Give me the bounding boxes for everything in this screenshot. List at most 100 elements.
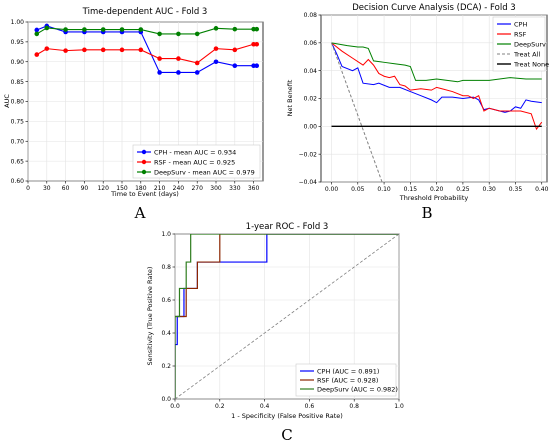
x-tick-label: 0.40: [535, 186, 549, 193]
chart-auc-xlabel: Time to Event (days): [110, 190, 179, 198]
chart-auc-ylabel: AUC: [3, 94, 11, 108]
x-tick-label: 0.05: [351, 186, 365, 193]
x-tick-label: 0.30: [483, 186, 497, 193]
chart-roc-ylabel: Sensitivity (True Positive Rate): [146, 267, 154, 366]
y-tick-label: 0.02: [304, 96, 318, 103]
y-tick-label: 0.08: [304, 12, 318, 19]
chart-auc-series: [34, 23, 260, 75]
series-point-1: [194, 60, 200, 66]
chart-roc-title: 1-year ROC - Fold 3: [246, 222, 329, 232]
series-point-1: [232, 47, 238, 53]
y-tick-label: 0.70: [11, 138, 25, 145]
series-point-2: [100, 27, 106, 32]
x-tick-label: 0.8: [349, 403, 359, 410]
y-tick-label: 0.0: [161, 396, 171, 403]
x-tick-label: 120: [97, 185, 109, 192]
x-tick-label: 1.0: [394, 403, 404, 410]
chart-roc-legend: CPH (AUC = 0.891) RSF (AUC = 0.928) Deep…: [295, 363, 398, 397]
chart-dca-ylabel: Net Benefit: [286, 79, 294, 116]
series-point-1: [63, 48, 68, 53]
series-point-1: [254, 41, 260, 47]
series-point-0: [254, 63, 260, 69]
chart-auc-legend-box: [132, 144, 261, 179]
chart-auc-legend: CPH - mean AUC = 0.934 RSF - mean AUC = …: [132, 144, 261, 179]
x-tick-label: 0.2: [215, 403, 225, 410]
series-point-1: [157, 56, 162, 61]
y-tick-label: 0.6: [161, 297, 171, 304]
chart-dca-panel: Decision Curve Analysis (DCA) - Fold 3 T…: [286, 3, 549, 202]
y-tick-label: 0.65: [11, 158, 25, 165]
series-point-0: [232, 63, 238, 69]
chart-roc-series: [175, 234, 399, 399]
series-line-1: [36, 43, 257, 64]
x-tick-label: 60: [62, 185, 70, 192]
legend-label-roc-rsf: RSF (AUC = 0.928): [317, 377, 378, 385]
caption-b: B: [421, 204, 432, 222]
series-point-1: [82, 47, 87, 53]
legend-marker-deepsurv: [141, 169, 147, 175]
dca-series-line-0: [331, 42, 542, 113]
chart-auc-ticks: 0 30 60 90 120 150 180 210 240 270 300 330 360 0.60 0.…: [11, 19, 260, 192]
y-tick-label: 0.60: [11, 178, 25, 185]
y-tick-label: 0.4: [161, 330, 171, 337]
x-tick-label: 0.6: [305, 403, 315, 410]
series-point-2: [82, 27, 87, 32]
x-tick-label: 300: [210, 185, 222, 192]
x-tick-label: 210: [154, 185, 166, 192]
chart-dca-series: [331, 42, 543, 182]
y-tick-label: 0.90: [11, 59, 25, 66]
y-tick-label: −0.04: [299, 179, 318, 186]
caption-c: C: [281, 426, 292, 444]
chart-auc-title: Time-dependent AUC - Fold 3: [82, 7, 208, 17]
chart-auc-panel: Time-dependent AUC - Fold 3 Time to Even…: [3, 7, 264, 198]
x-tick-label: 30: [43, 185, 51, 192]
x-tick-label: 0.4: [260, 403, 270, 410]
x-tick-label: 150: [116, 185, 128, 192]
series-point-0: [213, 59, 219, 65]
caption-a: A: [134, 204, 146, 222]
y-tick-label: 0.2: [161, 363, 171, 370]
y-tick-label: 0.06: [304, 40, 318, 47]
legend-label-roc-cph: CPH (AUC = 0.891): [317, 368, 379, 376]
chart-dca-ticks: 0.00 0.05 0.10 0.15 0.20 0.25 0.30 0.35 0.40 −0.0…: [299, 12, 549, 193]
series-point-0: [157, 70, 162, 75]
y-tick-label: −0.02: [299, 151, 318, 158]
chart-dca-xlabel: Threshold Probability: [399, 194, 469, 202]
legend-label-dca-rsf: RSF: [514, 31, 527, 39]
y-tick-label: 0.8: [161, 264, 171, 271]
legend-marker-rsf: [141, 159, 147, 165]
legend-label-dca-treat-none: Treat None: [513, 61, 549, 69]
x-tick-label: 180: [135, 185, 147, 192]
legend-label-cph: CPH - mean AUC = 0.934: [154, 149, 236, 157]
chart-roc-panel: 1-year ROC - Fold 3 1 - Specificity (Fal…: [146, 222, 404, 420]
series-point-0: [176, 70, 181, 75]
series-point-1: [44, 46, 50, 51]
legend-marker-cph: [141, 149, 147, 155]
dca-series-line-2: [331, 42, 542, 83]
x-tick-label: 0.0: [170, 403, 180, 410]
y-tick-label: 0.04: [304, 68, 318, 75]
y-tick-label: 0.00: [304, 124, 318, 131]
dca-series-line-1: [331, 42, 543, 131]
dca-series-line-3: [331, 42, 383, 182]
y-tick-label: 0.75: [11, 119, 25, 126]
series-line-0: [36, 25, 257, 74]
roc-series-line-3: [175, 234, 399, 399]
series-point-2: [176, 31, 181, 37]
series-point-1: [176, 56, 181, 61]
series-point-2: [213, 26, 219, 31]
legend-label-dca-cph: CPH: [514, 21, 527, 29]
chart-roc-ticks: 0.0 0.2 0.4 0.6 0.8 1.0 0.0 0.2 0.4 0.6 0.8 1.0: [161, 231, 403, 410]
series-point-2: [44, 25, 50, 31]
x-tick-label: 360: [248, 185, 260, 192]
legend-label-rsf: RSF - mean AUC = 0.925: [154, 159, 235, 167]
chart-dca-legend: CPH RSF DeepSurv Treat All Treat None: [492, 16, 549, 72]
series-point-2: [157, 31, 162, 37]
series-point-2: [194, 31, 200, 37]
legend-label-dca-deepsurv: DeepSurv: [514, 41, 546, 49]
x-tick-label: 0.20: [430, 186, 444, 193]
series-point-2: [254, 26, 260, 32]
x-tick-label: 90: [81, 185, 89, 192]
series-point-2: [232, 26, 238, 32]
